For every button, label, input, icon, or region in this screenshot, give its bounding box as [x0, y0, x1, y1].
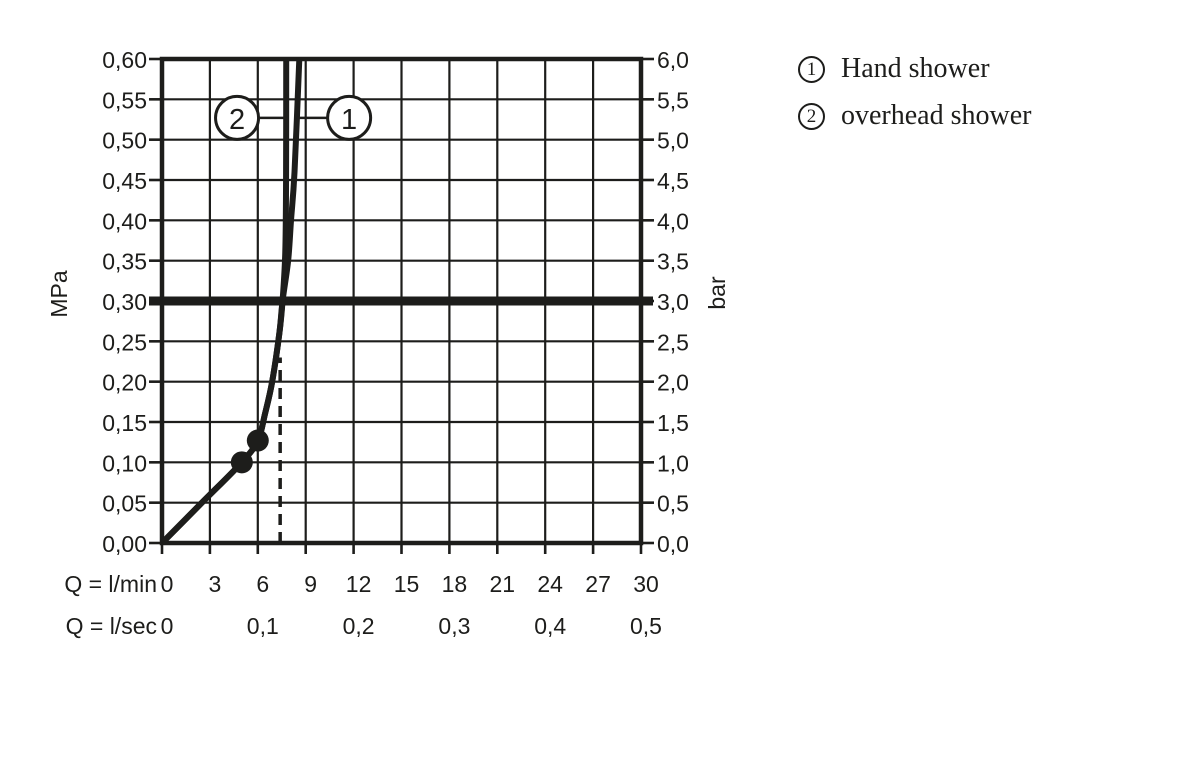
- tick-label-mpa: 0,55: [102, 87, 147, 113]
- tick-label-lsec: 0,2: [343, 613, 375, 639]
- legend-item-hand-shower: 1 Hand shower: [798, 52, 1031, 86]
- tick-label-bar: 3,5: [657, 249, 689, 275]
- tick-label-mpa: 0,20: [102, 370, 147, 396]
- circled-number-1-icon: 1: [798, 55, 825, 83]
- tick-label-mpa: 0,25: [102, 329, 147, 355]
- tick-label-mpa: 0,15: [102, 410, 147, 436]
- callout-number-2: 2: [229, 104, 245, 136]
- tick-label-mpa: 0,45: [102, 168, 147, 194]
- tick-label-bar: 5,5: [657, 87, 689, 113]
- tick-label-lmin: 0: [161, 571, 174, 597]
- tick-label-bar: 1,0: [657, 450, 689, 476]
- tick-label-mpa: 0,05: [102, 491, 147, 517]
- tick-label-lmin: 9: [304, 571, 317, 597]
- y-axis-unit-bar: bar: [704, 276, 730, 310]
- marker-dot: [246, 429, 269, 452]
- tick-label-lsec: 0,5: [630, 613, 662, 639]
- tick-label-lmin: 3: [209, 571, 222, 597]
- tick-label-bar: 6,0: [657, 47, 689, 73]
- tick-label-lmin: 15: [394, 571, 420, 597]
- x-axis-caption-lmin: Q = l/min: [64, 571, 157, 597]
- tick-label-mpa: 0,60: [102, 47, 147, 73]
- tick-label-bar: 0,0: [657, 531, 689, 557]
- callout-circle-1: [326, 94, 373, 141]
- circled-number-2-icon: 2: [798, 102, 825, 130]
- tick-label-lmin: 24: [537, 571, 563, 597]
- tick-label-lsec: 0,4: [534, 613, 566, 639]
- tick-label-lmin: 18: [442, 571, 468, 597]
- tick-label-lmin: 6: [256, 571, 269, 597]
- tick-label-bar: 4,0: [657, 208, 689, 234]
- x-axis-caption-lsec: Q = l/sec: [66, 613, 157, 639]
- tick-label-bar: 2,0: [657, 370, 689, 396]
- marker-dot: [230, 451, 253, 474]
- tick-label-bar: 5,0: [657, 128, 689, 154]
- tick-label-bar: 2,5: [657, 329, 689, 355]
- tick-label-bar: 4,5: [657, 168, 689, 194]
- tick-label-bar: 3,0: [657, 289, 689, 315]
- tick-label-lmin: 30: [633, 571, 659, 597]
- tick-label-bar: 1,5: [657, 410, 689, 436]
- legend: 1 Hand shower 2 overhead shower: [798, 52, 1031, 133]
- tick-label-mpa: 0,40: [102, 208, 147, 234]
- tick-label-mpa: 0,30: [102, 289, 147, 315]
- tick-label-lmin: 27: [585, 571, 611, 597]
- tick-label-lsec: 0,1: [247, 613, 279, 639]
- tick-label-mpa: 0,50: [102, 128, 147, 154]
- tick-label-lmin: 12: [346, 571, 372, 597]
- legend-label-hand-shower: Hand shower: [841, 53, 990, 84]
- tick-label-mpa: 0,00: [102, 531, 147, 557]
- callout-circle-2: [214, 94, 261, 141]
- tick-label-lsec: 0,3: [438, 613, 470, 639]
- tick-label-bar: 0,5: [657, 491, 689, 517]
- tick-label-lmin: 21: [490, 571, 516, 597]
- callout-number-1: 1: [341, 104, 357, 136]
- legend-label-overhead-shower: overhead shower: [841, 100, 1032, 131]
- tick-label-lsec: 0: [161, 613, 174, 639]
- y-axis-unit-mpa: MPa: [46, 270, 72, 318]
- legend-item-overhead-shower: 2 overhead shower: [798, 99, 1031, 133]
- tick-label-mpa: 0,10: [102, 450, 147, 476]
- tick-label-mpa: 0,35: [102, 249, 147, 275]
